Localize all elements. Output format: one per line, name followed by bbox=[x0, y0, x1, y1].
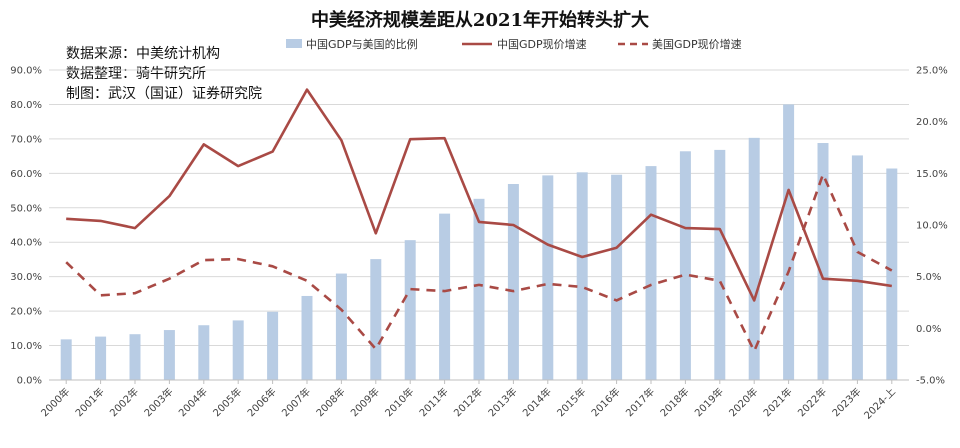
x-axis-tick-label: 2007年 bbox=[279, 385, 313, 419]
x-axis-tick-label: 2006年 bbox=[244, 385, 278, 419]
x-axis-tick-label: 2003年 bbox=[141, 385, 175, 419]
bar bbox=[301, 295, 313, 380]
x-axis-tick-label: 2005年 bbox=[210, 385, 244, 419]
x-axis-tick-label: 2000年 bbox=[38, 385, 72, 419]
right-axis-tick-label: 25.0% bbox=[916, 66, 948, 77]
left-axis-tick-label: 70.0% bbox=[10, 134, 42, 145]
bar bbox=[232, 320, 244, 380]
x-axis-tick-label: 2020年 bbox=[726, 385, 760, 419]
x-axis-tick-label: 2008年 bbox=[313, 385, 347, 419]
right-axis-tick-label: 10.0% bbox=[916, 221, 948, 232]
x-axis-tick-label: 2019年 bbox=[692, 385, 726, 419]
x-axis-tick-label: 2016年 bbox=[588, 385, 622, 419]
x-axis-tick-label: 2011年 bbox=[416, 385, 450, 419]
source-note: 数据来源：中美统计机构 bbox=[66, 46, 220, 62]
bar bbox=[679, 151, 691, 380]
x-axis-tick-label: 2001年 bbox=[72, 385, 106, 419]
left-axis-tick-label: 80.0% bbox=[10, 100, 42, 111]
bar bbox=[576, 172, 588, 380]
left-axis-tick-label: 50.0% bbox=[10, 203, 42, 214]
legend-label-ratio: 中国GDP与美国的比例 bbox=[306, 37, 418, 51]
compiler-note: 数据整理：骑牛研究所 bbox=[66, 66, 206, 82]
legend-swatch-ratio bbox=[286, 39, 302, 48]
legend: 中国GDP与美国的比例 中国GDP现价增速 美国GDP现价增速 bbox=[286, 37, 742, 51]
bar bbox=[60, 339, 72, 380]
x-axis-tick-label: 2014年 bbox=[520, 385, 554, 419]
bar bbox=[335, 273, 347, 380]
right-axis-tick-label: 0.0% bbox=[916, 324, 941, 335]
x-axis-tick-label: 2024-上 bbox=[862, 386, 898, 422]
x-axis-tick-label: 2009年 bbox=[348, 385, 382, 419]
bar bbox=[851, 155, 863, 380]
right-axis-tick-label: 5.0% bbox=[916, 272, 941, 283]
bar bbox=[439, 213, 451, 380]
left-axis-tick-label: 30.0% bbox=[10, 272, 42, 283]
x-axis-tick-label: 2017年 bbox=[623, 385, 657, 419]
bar bbox=[783, 104, 795, 380]
chart-title: 中美经济规模差距从2021年开始转头扩大 bbox=[311, 9, 649, 31]
x-axis-tick-label: 2022年 bbox=[795, 385, 829, 419]
x-axis-tick-label: 2015年 bbox=[554, 385, 588, 419]
line-series-us-gdp-growth bbox=[65, 173, 893, 353]
bar-series-ratio bbox=[60, 104, 898, 380]
x-axis-tick-label: 2018年 bbox=[657, 385, 691, 419]
bar bbox=[370, 259, 382, 380]
bar bbox=[473, 198, 485, 380]
left-axis-tick-label: 0.0% bbox=[17, 376, 42, 387]
left-axis-tick-label: 40.0% bbox=[10, 238, 42, 249]
left-axis-tick-label: 20.0% bbox=[10, 307, 42, 318]
x-axis-tick-label: 2012年 bbox=[451, 385, 485, 419]
bar bbox=[163, 330, 175, 380]
x-axis-tick-label: 2021年 bbox=[760, 385, 794, 419]
bar bbox=[129, 334, 141, 380]
right-axis-tick-label: -5.0% bbox=[916, 376, 945, 387]
bar bbox=[645, 166, 657, 380]
x-axis-tick-label: 2002年 bbox=[107, 385, 141, 419]
left-axis-tick-label: 60.0% bbox=[10, 169, 42, 180]
bar bbox=[714, 149, 726, 380]
left-axis-tick-label: 10.0% bbox=[10, 341, 42, 352]
bar bbox=[611, 174, 623, 380]
x-axis-tick-label: 2004年 bbox=[176, 385, 210, 419]
legend-label-us: 美国GDP现价增速 bbox=[652, 37, 742, 51]
line-series-layer bbox=[65, 88, 893, 353]
right-axis-tick-label: 20.0% bbox=[916, 117, 948, 128]
x-axis-tick-label: 2023年 bbox=[829, 385, 863, 419]
bar bbox=[542, 175, 554, 380]
bar bbox=[886, 168, 898, 380]
x-axis-tick-label: 2010年 bbox=[382, 385, 416, 419]
author-note: 制图：武汉（国证）证券研究院 bbox=[66, 86, 262, 102]
bar bbox=[404, 240, 416, 380]
bar bbox=[198, 325, 210, 380]
bar bbox=[748, 137, 760, 380]
bar bbox=[267, 311, 279, 380]
left-axis-tick-label: 90.0% bbox=[10, 66, 42, 77]
bar bbox=[507, 184, 519, 380]
line-series-china-gdp-growth bbox=[66, 88, 892, 302]
bar bbox=[817, 143, 829, 380]
bar bbox=[95, 336, 107, 380]
right-axis-tick-label: 15.0% bbox=[916, 169, 948, 180]
x-axis-tick-label: 2013年 bbox=[485, 385, 519, 419]
legend-label-china: 中国GDP现价增速 bbox=[497, 37, 587, 51]
